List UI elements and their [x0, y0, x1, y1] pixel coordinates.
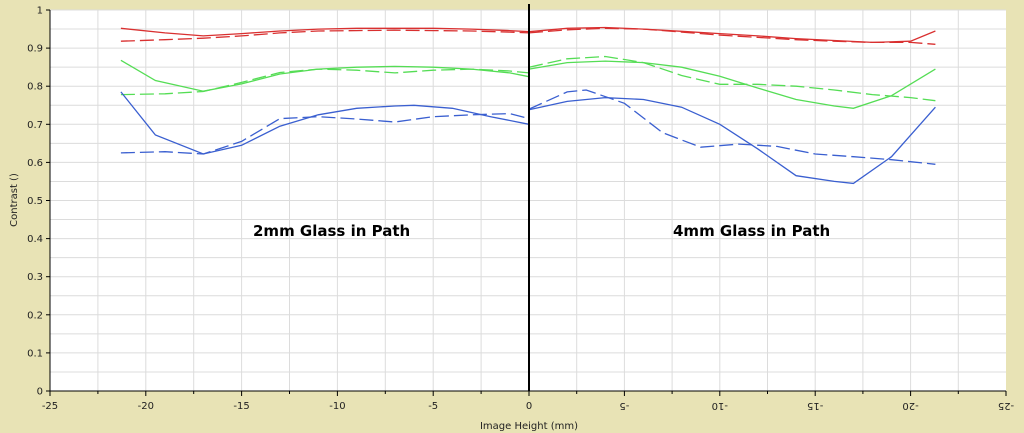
- y-tick-label: 0.4: [27, 234, 43, 245]
- y-tick-label: 1: [37, 6, 43, 17]
- x-tick-label-flipped: -10: [712, 400, 728, 411]
- y-tick-label: 0.6: [27, 158, 43, 169]
- y-tick-label: 0.8: [27, 82, 43, 93]
- x-tick-label: 0: [526, 401, 532, 412]
- x-tick-label-flipped: -15: [807, 400, 823, 411]
- x-tick-label: -10: [329, 401, 345, 412]
- y-tick-label: 0.1: [27, 348, 43, 359]
- y-tick-label: 0.2: [27, 310, 43, 321]
- series-line-panel2-5: [528, 96, 936, 185]
- annotation-4mm: 4mm Glass in Path: [673, 222, 830, 240]
- annotation-2mm: 2mm Glass in Path: [253, 222, 410, 240]
- x-axis-title: Image Height (mm): [480, 421, 578, 432]
- series-line-panel1-3: [120, 59, 530, 92]
- y-tick-label: 0.7: [27, 120, 43, 131]
- series-line-panel1-2: [120, 29, 530, 42]
- y-axis-title: Contrast (): [9, 173, 20, 227]
- x-tick-label: -5: [428, 401, 438, 412]
- series-lines: [120, 26, 936, 185]
- y-tick-label: 0: [37, 387, 43, 398]
- series-line-panel1-1: [120, 27, 530, 37]
- tick-labels: 0 0.1 0.2 0.3 0.4 0.5 0.6 0.7 0.8 0.9 1 -25 -20 -15 -1…: [27, 6, 1014, 413]
- series-line-panel1-6: [120, 112, 530, 155]
- series-line-panel1-4: [120, 68, 530, 96]
- y-tick-label: 0.5: [27, 196, 43, 207]
- x-tick-label-flipped: -5: [619, 400, 629, 411]
- series-line-panel1-5: [120, 91, 530, 155]
- series-line-panel2-3: [528, 60, 936, 109]
- x-tick-label: -15: [233, 401, 249, 412]
- y-tick-label: 0.3: [27, 272, 43, 283]
- x-tick-label-flipped: -25: [998, 400, 1014, 411]
- x-tick-label-flipped: -20: [902, 400, 918, 411]
- x-tick-label: -20: [138, 401, 154, 412]
- x-tick-label: -25: [42, 401, 58, 412]
- series-line-panel2-4: [528, 55, 936, 102]
- series-line-panel2-2: [528, 27, 936, 45]
- series-line-panel2-6: [528, 89, 936, 165]
- y-tick-label: 0.9: [27, 44, 43, 55]
